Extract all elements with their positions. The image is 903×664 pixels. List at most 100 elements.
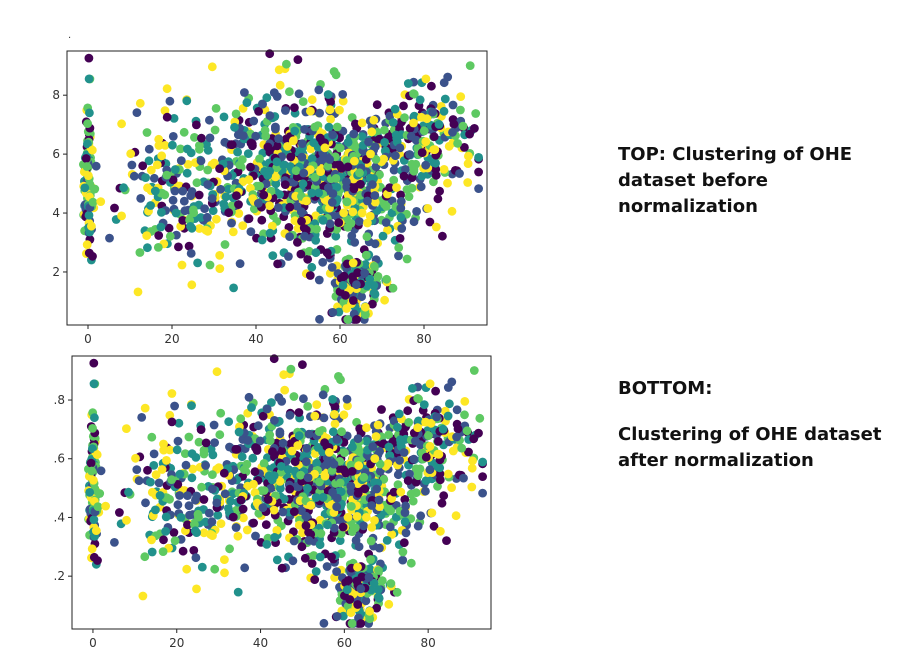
scatter-point [161,527,171,536]
scatter-point [452,405,462,415]
scatter-point [220,489,230,499]
scatter-point [287,446,297,456]
scatter-point [363,196,372,206]
scatter-point [220,240,230,249]
scatter-point [352,280,361,290]
scatter-point [167,417,177,427]
scatter-point [202,140,211,149]
scatter-point [314,85,324,95]
scatter-point [290,457,300,466]
scatter-point [272,526,282,535]
scatter-point [447,206,457,216]
scatter-point [310,411,320,421]
scatter-point [210,438,220,447]
scatter-point [342,177,351,187]
scatter-point [85,108,94,118]
y-tick-label: 2 [52,265,60,279]
scatter-point [189,546,199,555]
scatter-point [355,424,365,433]
scatter-point [270,533,279,542]
scatter-point [327,552,336,562]
scatter-point [286,152,296,162]
scatter-point [306,501,316,510]
scatter-point [314,427,324,437]
scatter-point [419,400,429,409]
scatter-point [319,413,329,423]
scatter-point [401,501,410,511]
scatter-point [362,436,371,446]
scatter-point [347,467,357,476]
scatter-point [390,104,400,114]
scatter-point [246,138,256,148]
scatter-point [329,67,339,76]
scatter-point [371,155,381,164]
scatter-point [431,170,441,180]
scatter-point [168,140,177,150]
scatter-point [328,395,337,404]
scatter-point [162,112,172,122]
scatter-point [360,268,370,278]
scatter-point [143,465,152,475]
scatter-point [224,208,234,218]
scatter-chart-top: 0 20 40 60 80 2 4 6 8 [52,49,488,346]
scatter-point [307,95,317,105]
scatter-point [434,120,444,129]
scatter-point [348,442,357,452]
scatter-point [284,252,293,261]
scatter-point [242,98,252,107]
scatter-point [236,495,246,505]
x-tick-label: 80 [416,332,431,346]
scatter-point [467,463,477,473]
scatter-point [329,459,339,469]
scatter-point [372,484,382,494]
scatter-point [215,164,225,174]
scatter-point [368,299,377,309]
scatter-point [361,250,371,260]
scatter-point [324,448,334,457]
scatter-point [312,224,321,234]
scatter-point [370,197,380,207]
scatter-point [277,563,287,573]
scatter-point [326,97,335,107]
scatter-point [447,483,456,492]
scatter-point [262,404,272,414]
scatter-point [92,450,102,460]
scatter-point [335,536,345,545]
scatter-point [144,156,154,166]
scatter-point [84,210,94,220]
scatter-point [356,584,366,594]
scatter-point [87,544,97,554]
scatter-point [212,367,222,377]
scatter-point [312,400,322,409]
scatter-point [364,137,373,147]
scatter-point [380,125,389,135]
scatter-point [413,394,423,403]
scatter-point [455,169,464,178]
scatter-point [345,595,355,604]
scatter-point [362,232,372,242]
scatter-point [478,457,487,467]
scatter-point [338,96,348,106]
scatter-point [183,160,193,169]
scatter-point [288,556,298,566]
scatter-point [147,432,157,442]
scatter-point [136,194,146,203]
scatter-point [298,97,308,106]
scatter-point [331,231,341,241]
scatter-point [149,173,159,183]
scatter-point [396,190,405,200]
scatter-point [382,536,392,545]
x-tick-label: 60 [332,332,347,346]
scatter-point [157,208,166,217]
caption-bottom-text: Clustering of OHE dataset after normaliz… [618,424,882,471]
x-tick-label: 40 [248,332,263,346]
scatter-point [475,413,485,423]
scatter-point [173,500,183,510]
scatter-point [268,251,278,260]
scatter-point [275,80,285,90]
scatter-point [117,119,126,129]
scatter-point [231,109,241,119]
scatter-point [397,224,407,233]
scatter-point [202,212,212,222]
scatter-point [258,99,267,109]
